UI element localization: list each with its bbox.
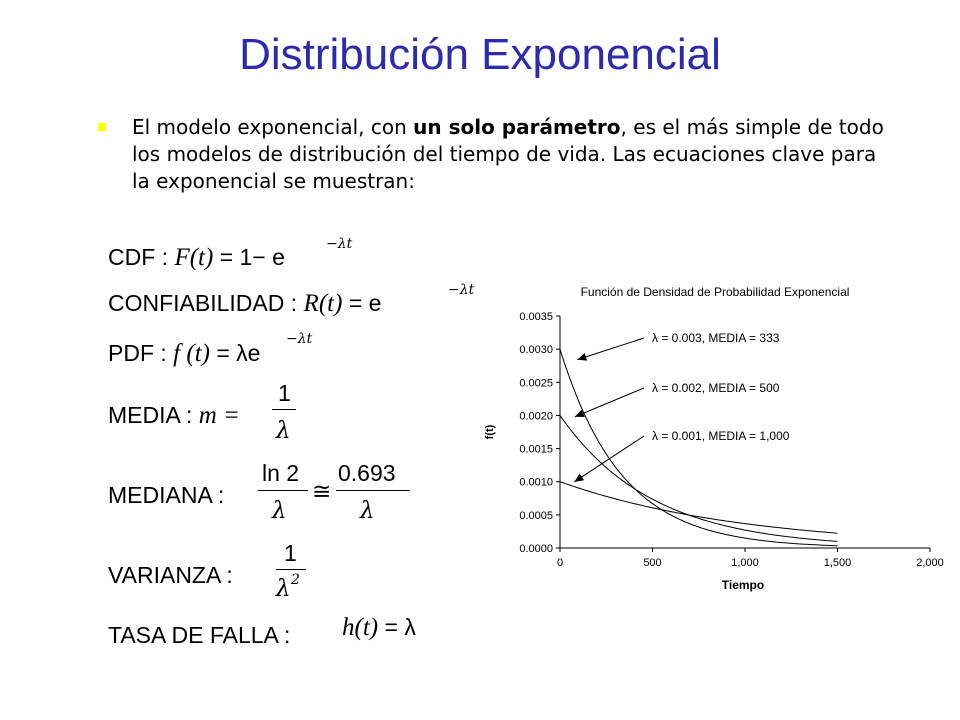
mediana-denominator-1: λ	[272, 498, 287, 524]
x-tick-label: 1,000	[731, 557, 759, 569]
mediana-fraction-line-1	[258, 490, 308, 491]
exponential-pdf-chart: Función de Densidad de Probabilidad Expo…	[484, 285, 944, 592]
bullet-text-part1: El modelo exponencial, con	[132, 115, 414, 139]
y-tick-label: 0.0010	[519, 477, 553, 489]
y-axis: 0.0000 0.0005 0.0010 0.0015 0.0020 0.0025 0.00…	[519, 311, 561, 555]
x-tick-label: 500	[643, 557, 661, 569]
tasa-eq: = λ	[384, 614, 416, 640]
series-annotations: λ = 0.003, MEDIA = 333 λ = 0.002, MEDIA =…	[574, 331, 790, 483]
x-tick-label: 0	[557, 557, 563, 569]
series-lines	[559, 348, 838, 547]
bullet-text-bold: un solo parámetro	[413, 115, 621, 139]
cdf-label: CDF :	[108, 244, 169, 270]
mediana-numerator-2: 0.693	[338, 460, 396, 486]
mediana-fraction-line-2	[336, 490, 410, 491]
arrowhead-icon	[574, 473, 585, 482]
conf-lhs: R(t)	[303, 290, 343, 317]
conf-rhs: = e	[348, 290, 382, 316]
bullet-text-part2: , es el más simple de todo los modelos d…	[132, 115, 884, 193]
arrowhead-icon	[574, 409, 585, 417]
equation-media: MEDIA : m =	[108, 402, 240, 430]
bullet-text: El modelo exponencial, con un solo parám…	[132, 114, 892, 195]
bullet-square-icon	[98, 123, 106, 131]
x-tick-label: 1,500	[824, 557, 852, 569]
mediana-label: MEDIANA :	[108, 482, 225, 508]
pdf-exponent: −λt	[286, 331, 313, 347]
equation-tasa-de-falla: TASA DE FALLA :	[108, 622, 290, 649]
equation-cdf: CDF : F(t) = 1− e	[108, 244, 285, 272]
series-arrow-2	[574, 387, 645, 418]
chart-title: Función de Densidad de Probabilidad Expo…	[581, 285, 850, 299]
varianza-numerator: 1	[284, 540, 297, 566]
varianza-exponent: 2	[291, 572, 300, 588]
y-axis-title: f(t)	[484, 424, 496, 439]
varianza-label: VARIANZA :	[108, 562, 233, 588]
cdf-rhs: = 1− e	[219, 244, 285, 270]
tasa-lhs: h(t)	[342, 614, 379, 641]
cdf-lhs: F(t)	[174, 244, 214, 271]
media-denominator: λ	[276, 418, 291, 444]
series-label-1: λ = 0.003, MEDIA = 333	[652, 331, 780, 345]
equation-confiabilidad: CONFIABILIDAD : R(t) = e	[108, 290, 381, 318]
series-line-1	[559, 348, 838, 547]
series-label-3: λ = 0.001, MEDIA = 1,000	[652, 429, 790, 443]
media-fraction-line	[272, 409, 296, 410]
y-tick-label: 0.0000	[519, 543, 553, 555]
y-tick-label: 0.0025	[519, 377, 553, 389]
pdf-lhs: f (t)	[173, 340, 210, 367]
series-arrow-1	[577, 337, 645, 361]
media-numerator: 1	[278, 380, 291, 406]
varianza-fraction-line	[276, 569, 306, 570]
varianza-denominator: λ	[276, 576, 291, 602]
mediana-numerator-1: ln 2	[262, 460, 300, 486]
series-label-2: λ = 0.002, MEDIA = 500	[652, 381, 780, 395]
y-tick-label: 0.0030	[519, 344, 553, 356]
conf-label: CONFIABILIDAD :	[108, 290, 298, 316]
pdf-label: PDF :	[108, 340, 167, 366]
tasa-rhs: h(t) = λ	[342, 614, 416, 642]
x-axis: 0 500 1,000 1,500 2,000	[557, 547, 944, 569]
series-line-3	[559, 481, 838, 534]
x-tick-label: 2,000	[916, 557, 944, 569]
y-tick-label: 0.0005	[519, 510, 553, 522]
pdf-rhs: = λe	[216, 340, 261, 366]
media-label: MEDIA :	[108, 402, 193, 428]
media-lhs: m =	[198, 402, 240, 429]
arrowhead-icon	[577, 353, 588, 361]
y-tick-label: 0.0035	[519, 311, 553, 323]
series-line-2	[559, 415, 838, 542]
y-tick-label: 0.0015	[519, 444, 553, 456]
mediana-denominator-2: λ	[360, 498, 375, 524]
equation-pdf: PDF : f (t) = λe	[108, 340, 260, 368]
x-axis-title: Tiempo	[722, 578, 764, 592]
cdf-exponent: −λt	[326, 236, 353, 252]
mediana-approx: ≅	[312, 478, 332, 504]
tasa-label: TASA DE FALLA :	[108, 622, 291, 648]
series-arrow-3	[574, 435, 645, 483]
page-title: Distribución Exponencial	[239, 30, 721, 79]
conf-exponent: −λt	[448, 282, 475, 298]
y-tick-label: 0.0020	[519, 410, 553, 422]
